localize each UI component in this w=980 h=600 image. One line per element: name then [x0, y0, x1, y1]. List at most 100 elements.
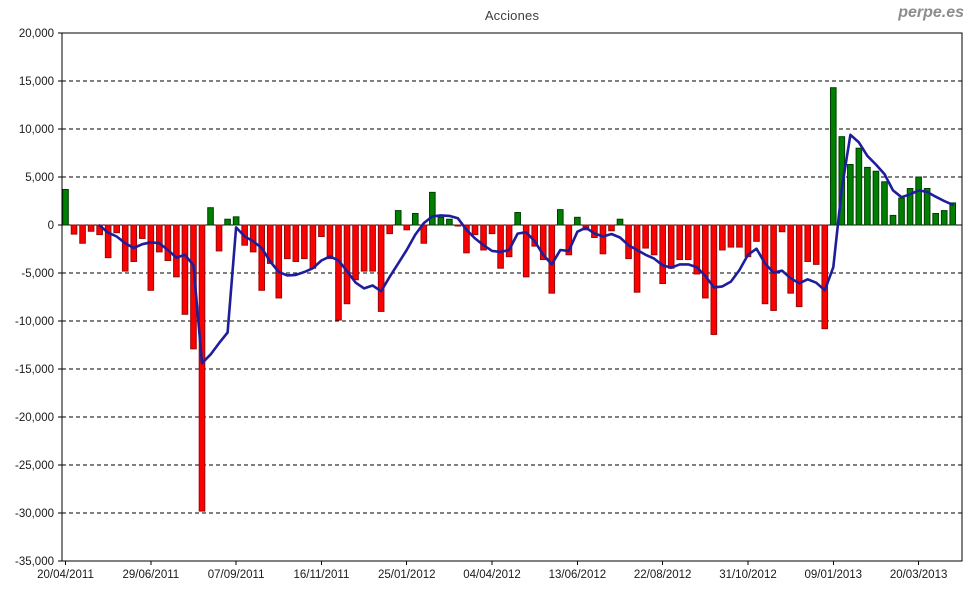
plot-frame [61, 32, 963, 562]
y-tick-label: -35,000 [15, 556, 54, 568]
gridlines [62, 80, 962, 514]
bar-negative [403, 224, 411, 231]
bar-positive [514, 212, 521, 226]
bar-negative [531, 224, 539, 247]
bar-negative [113, 224, 120, 234]
x-tick-label: 20/03/2013 [890, 569, 948, 581]
x-tick-label: 25/01/2012 [378, 569, 436, 581]
bar-negative [522, 224, 530, 278]
bar-positive [949, 202, 957, 226]
bar-negative [198, 224, 206, 512]
bar-positive [394, 210, 402, 226]
y-tick-label: -25,000 [15, 460, 54, 472]
x-tick-label: 13/06/2012 [549, 569, 607, 581]
bar-negative [87, 224, 95, 232]
x-tick-label: 04/04/2012 [463, 569, 521, 581]
bar-negative [284, 224, 291, 260]
moving-average-line [98, 133, 955, 365]
bar-positive [224, 218, 231, 226]
y-tick-label: -5,000 [21, 268, 54, 280]
bar-positive [446, 218, 453, 226]
bar-negative [505, 224, 513, 258]
y-tick-label: -20,000 [15, 412, 54, 424]
bar-positive [915, 176, 922, 226]
bar-positive [62, 188, 69, 226]
bar-negative [173, 224, 180, 278]
bar-positive [616, 218, 624, 226]
bar-negative [471, 224, 479, 236]
bar-negative [215, 224, 223, 252]
bar-negative [121, 224, 129, 272]
bar-positive [906, 188, 914, 226]
bar-positive [889, 214, 897, 226]
bar-positive [864, 166, 871, 226]
bar-negative [326, 224, 334, 260]
bar-negative [821, 224, 829, 330]
bar-negative [138, 224, 146, 239]
y-tick-label: 0 [48, 220, 54, 232]
y-tick-label: -15,000 [15, 364, 54, 376]
bar-negative [454, 224, 462, 227]
bar-positive [429, 191, 436, 226]
bar-negative [702, 224, 709, 299]
bar-negative [352, 224, 359, 281]
bar-negative [386, 224, 393, 235]
bar-negative [642, 224, 649, 249]
bar-positive [574, 216, 581, 226]
x-tick-label: 29/06/2011 [122, 569, 179, 581]
bar-negative [147, 224, 155, 291]
bar-negative [249, 224, 257, 253]
bar-negative [676, 224, 684, 261]
bar-negative [497, 224, 504, 269]
bar-negative [608, 224, 615, 232]
x-tick-label: 22/08/2012 [634, 569, 692, 581]
bar-negative [275, 224, 283, 299]
bar-negative [710, 224, 718, 335]
bar-negative [667, 224, 675, 269]
x-tick-label: 20/04/2011 [37, 569, 94, 581]
bar-negative [343, 224, 351, 305]
watermark-logo: perpe.es [898, 4, 964, 21]
y-tick-label: 20,000 [19, 28, 54, 40]
y-tick-label: 5,000 [25, 172, 54, 184]
bar-positive [232, 216, 240, 226]
bar-negative [377, 224, 385, 312]
bar-negative [787, 224, 794, 294]
bar-negative [633, 224, 641, 293]
bar-negative [104, 224, 112, 259]
bar-negative [539, 224, 547, 261]
bar-negative [301, 224, 308, 260]
bar-positive [923, 188, 931, 226]
bar-positive [932, 212, 939, 226]
y-tick-label: -30,000 [15, 508, 54, 520]
bar-positive [556, 209, 564, 226]
bar-negative [753, 224, 760, 242]
bar-positive [829, 87, 837, 226]
bar-negative [727, 224, 735, 248]
bar-positive [898, 197, 905, 226]
bar-negative [812, 224, 820, 265]
y-axis: 20,000 15,000 10,000 5,000 0 -5,000 -10,000 -15… [15, 28, 62, 568]
y-tick-label: 15,000 [19, 76, 54, 88]
bar-negative [650, 224, 658, 256]
bar-negative [70, 224, 78, 235]
bar-negative [693, 224, 701, 275]
bar-negative [659, 224, 666, 285]
bar-positive [207, 207, 214, 226]
bar-negative [719, 224, 726, 251]
bar-negative [360, 224, 368, 272]
bar-negative [181, 224, 189, 315]
x-tick-label: 07/09/2011 [208, 569, 265, 581]
bar-positive [411, 212, 419, 226]
bar-positive [881, 181, 888, 226]
bar-negative [684, 224, 692, 261]
chart-title: Acciones [484, 8, 540, 23]
bars [62, 87, 957, 512]
bar-negative [258, 224, 266, 291]
bar-negative [778, 224, 786, 233]
bar-negative [79, 224, 86, 244]
bar-negative [292, 224, 300, 262]
x-tick-label: 31/10/2012 [719, 569, 777, 581]
bar-negative [164, 224, 172, 262]
